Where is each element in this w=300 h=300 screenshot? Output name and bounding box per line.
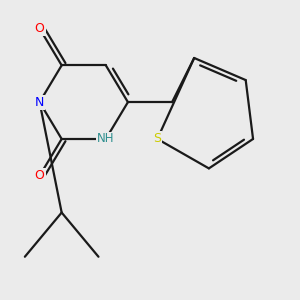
- Text: O: O: [34, 22, 44, 35]
- Text: NH: NH: [97, 133, 115, 146]
- Text: O: O: [34, 169, 44, 182]
- Text: S: S: [153, 133, 161, 146]
- Text: N: N: [35, 96, 44, 109]
